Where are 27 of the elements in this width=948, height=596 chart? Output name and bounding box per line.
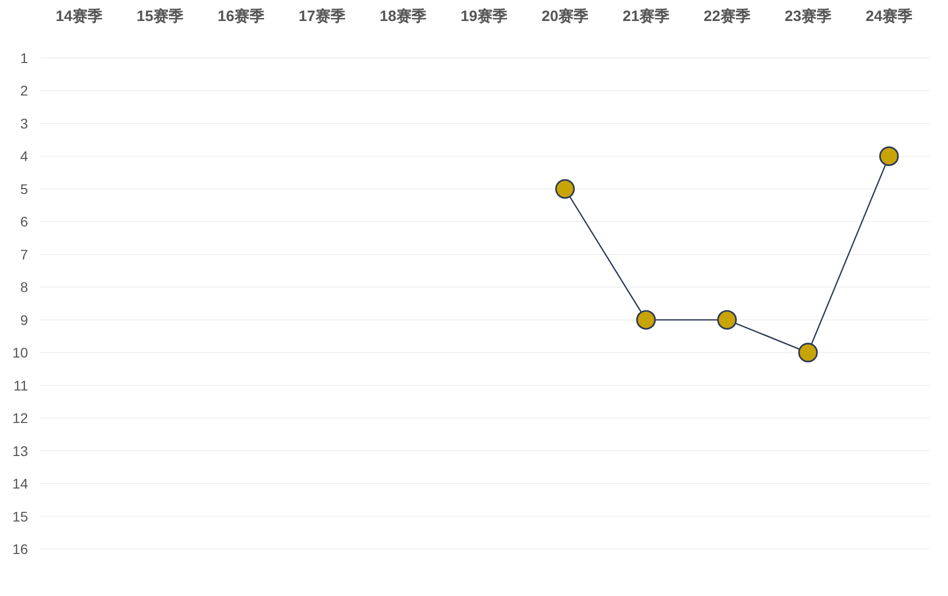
- y-tick-label: 6: [20, 214, 28, 230]
- x-tick-label: 16赛季: [218, 7, 264, 25]
- x-tick-label: 15赛季: [136, 7, 184, 25]
- y-tick-label: 13: [12, 442, 28, 459]
- y-tick-label: 14: [12, 476, 28, 492]
- x-tick-label: 20赛季: [542, 7, 588, 25]
- y-tick-label: 5: [20, 180, 28, 197]
- y-tick-label: 12: [12, 410, 28, 426]
- y-tick-label: 11: [13, 377, 28, 394]
- y-tick-label: 7: [20, 246, 28, 262]
- x-tick-label: 17赛季: [298, 7, 346, 25]
- y-tick-label: 15: [12, 508, 28, 524]
- x-tick-label: 22赛季: [704, 7, 750, 25]
- y-tick-label: 3: [20, 115, 28, 132]
- y-tick-label: 16: [12, 541, 28, 557]
- y-tick-label: 1: [20, 50, 28, 66]
- y-tick-label: 10: [12, 344, 28, 361]
- x-tick-label: 19赛季: [460, 7, 508, 25]
- x-tick-label: 18赛季: [380, 7, 426, 25]
- x-tick-label: 14赛季: [56, 7, 102, 25]
- y-tick-label: 4: [20, 148, 28, 164]
- x-tick-label: 21赛季: [622, 7, 670, 25]
- y-tick-label: 2: [20, 82, 28, 99]
- x-tick-label: 24赛季: [866, 7, 912, 25]
- y-tick-label: 8: [20, 279, 28, 296]
- x-tick-label: 23赛季: [784, 7, 832, 25]
- y-tick-label: 9: [20, 312, 28, 328]
